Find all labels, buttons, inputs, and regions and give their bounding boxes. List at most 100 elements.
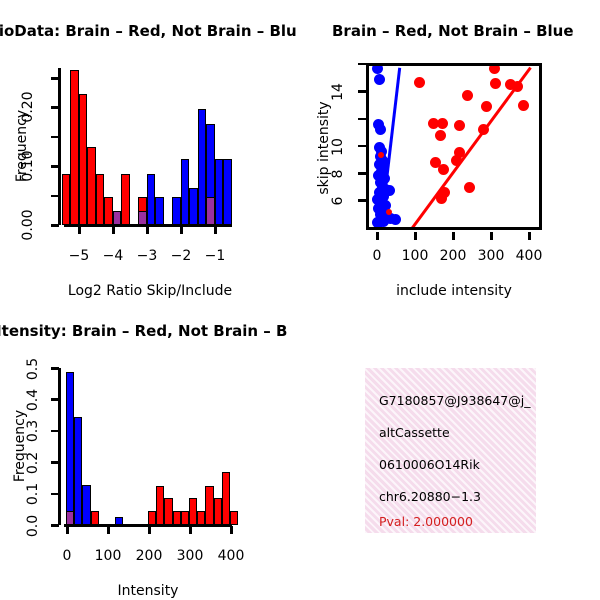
ratio-x-tick-label-2: −3 (136, 248, 158, 264)
ratio-y-tick-2 (51, 165, 59, 168)
ratio-x-tick-label-3: −2 (170, 248, 192, 264)
scatter-point-blue (380, 200, 391, 211)
ratio-y-tick-5 (51, 77, 59, 80)
gene-y-tick-label-0: 0.0 (25, 514, 41, 538)
gene-bar-blue (115, 517, 124, 525)
scatter-point-blue (375, 124, 386, 135)
scatter-y-tick-14 (358, 90, 366, 93)
gene-x-axis (64, 524, 232, 527)
scatter-point-red (512, 81, 523, 92)
scatter-x-tick-label-100: 100 (401, 248, 429, 264)
info-line-event-type: altCassette (379, 425, 450, 440)
scatter-point-red (478, 124, 489, 135)
scatter-point-blue (378, 191, 389, 202)
scatter-point-blue (378, 216, 389, 227)
ratio-histogram-title: RatioData: Brain – Red, Not Brain – Blu (0, 22, 297, 40)
ratio-bar-red (61, 174, 70, 225)
ratio-bar-red (121, 174, 130, 225)
scatter-y-tick-label-6: 6 (330, 196, 346, 206)
ratio-x-tick-label-4: −1 (204, 248, 226, 264)
ratio-x-tick-1 (112, 226, 115, 234)
gene-y-tick-5 (51, 367, 59, 370)
gene-bar-blue (74, 417, 83, 525)
gene-x-tick-200 (148, 526, 151, 534)
gene-y-tick-3 (51, 429, 59, 433)
ratio-y-tick-1 (51, 194, 59, 198)
scatter-point-red (386, 209, 392, 215)
gene-y-tick-label-5: 0.5 (25, 357, 41, 381)
gene-x-tick-label-200: 200 (135, 548, 163, 564)
ratio-bar-red (104, 197, 113, 225)
scatter-y-tick-6 (358, 199, 366, 202)
scatter-x-tick-label-0: 0 (372, 248, 382, 264)
scatter-point-red (378, 152, 384, 158)
scatter-y-tick-label-10: 10 (330, 138, 346, 156)
ratio-x-tick-2 (146, 226, 149, 234)
scatter-y-tick-label-8: 8 (330, 169, 346, 179)
scatter-title: Brain – Red, Not Brain – Blue (332, 22, 574, 40)
gene-y-axis-title: Frequency (12, 409, 28, 483)
scatter-x-tick-label-300: 300 (477, 248, 505, 264)
gene-x-tick-300 (189, 526, 192, 534)
info-line-locus: chr6.20880−1.3 (379, 489, 481, 504)
gene-bar-red (221, 472, 230, 525)
scatter-point-red (451, 155, 462, 166)
scatter-point-red (438, 164, 449, 175)
gene-bar-red (172, 511, 181, 525)
scatter-point-red (490, 78, 501, 89)
scatter-x-tick-label-400: 400 (515, 248, 543, 264)
ratio-bar-red (95, 174, 104, 225)
gene-intensity-title: ne Itensity: Brain – Red, Not Brain – B (0, 322, 288, 340)
ratio-bar-blue (180, 159, 189, 225)
info-box: G7180857@J938647@j_ altCassette 0610006O… (365, 368, 536, 533)
gene-y-tick-2 (51, 461, 59, 464)
gene-bar-red (156, 486, 165, 525)
scatter-x-tick-label-200: 200 (439, 248, 467, 264)
scatter-point-red (464, 182, 475, 193)
gene-bar-overlap (66, 511, 75, 525)
panel-ratio-histogram: RatioData: Brain – Red, Not Brain – Blu … (0, 0, 300, 300)
ratio-x-tick-3 (180, 226, 183, 234)
ratio-bar-blue (189, 188, 198, 225)
scatter-point-red (430, 157, 441, 168)
info-line-pval: Pval: 2.000000 (379, 514, 473, 529)
scatter-y-tick-10 (358, 144, 366, 148)
scatter-point-blue (384, 185, 395, 196)
ratio-bar-overlap (138, 211, 147, 225)
gene-bar-red (189, 498, 198, 525)
info-line-event-id: G7180857@J938647@j_ (379, 393, 531, 408)
ratio-bar-overlap (206, 197, 215, 225)
scatter-point-red (518, 100, 529, 111)
scatter-y-tick-12 (358, 117, 366, 120)
ratio-bar-blue (197, 109, 206, 225)
gene-y-tick-4 (51, 398, 59, 401)
panel-intensity-scatter: Brain – Red, Not Brain – Blue (300, 0, 600, 300)
ratio-x-tick-label-1: −4 (102, 248, 124, 264)
ratio-bar-blue (214, 159, 223, 225)
ratio-x-tick-label-0: −5 (68, 248, 90, 264)
scatter-point-red (428, 118, 439, 129)
ratio-bar-blue (172, 197, 181, 225)
scatter-y-tick-label-14: 14 (330, 83, 346, 101)
gene-x-tick-400 (230, 526, 233, 534)
scatter-point-red (437, 118, 448, 129)
ratio-y-tick-label-0: 0.00 (20, 209, 36, 241)
scatter-y-tick-16 (358, 62, 366, 66)
gene-bar-red (230, 511, 239, 525)
scatter-data-region (369, 66, 539, 227)
ratio-y-tick-4 (51, 106, 59, 109)
ratio-bar-red (70, 70, 79, 225)
scatter-point-blue (374, 74, 385, 85)
scatter-x-tick-0 (376, 232, 379, 240)
scatter-x-axis-title: include intensity (396, 283, 512, 299)
scatter-point-red (454, 147, 465, 158)
scatter-point-red (436, 193, 447, 204)
scatter-x-tick-400 (528, 232, 531, 240)
ratio-bar-blue (223, 159, 232, 225)
scatter-point-red (481, 101, 492, 112)
gene-bar-red (197, 511, 206, 525)
scatter-point-red (414, 77, 425, 88)
ratio-bar-overlap (112, 211, 121, 225)
gene-y-tick-0 (51, 524, 59, 527)
gene-bar-red (180, 511, 189, 525)
